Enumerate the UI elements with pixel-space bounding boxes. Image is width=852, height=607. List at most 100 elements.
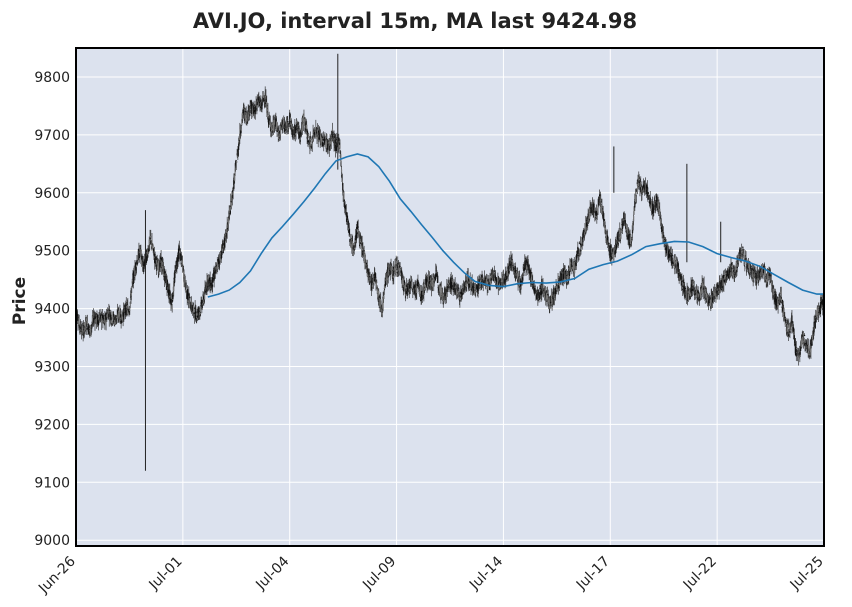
candle-body: [800, 346, 802, 351]
candle-body: [577, 246, 579, 249]
candle-body: [686, 291, 689, 301]
candle-body: [796, 347, 798, 350]
candle-body: [179, 253, 182, 261]
candle-body: [431, 285, 433, 290]
candle-body: [518, 276, 520, 283]
candle-body: [675, 260, 677, 265]
candle-body: [130, 292, 133, 296]
candle-body: [456, 290, 458, 295]
candle-body: [229, 207, 231, 211]
candle-body: [446, 285, 448, 292]
candle-body: [153, 253, 155, 257]
candle-body: [187, 300, 189, 302]
candle-body: [397, 267, 399, 272]
candle-body: [593, 209, 596, 211]
candle-body: [608, 248, 610, 252]
candle-body: [750, 266, 753, 268]
candle-body: [211, 277, 213, 289]
candle-body: [523, 264, 526, 271]
candle-body: [188, 292, 190, 296]
candle-body: [644, 185, 646, 190]
candle-body: [814, 320, 816, 322]
candle-body: [141, 264, 144, 267]
candle-body: [455, 285, 457, 289]
candle-body: [112, 313, 115, 317]
candle-body: [601, 204, 603, 207]
candle-body: [115, 320, 117, 322]
candle-body: [356, 229, 358, 231]
candle-body: [613, 249, 615, 253]
candle-body: [262, 94, 264, 100]
candle-body: [804, 343, 806, 345]
candle-body: [492, 271, 494, 279]
candle-body: [602, 208, 604, 210]
candle-body: [689, 291, 691, 293]
candle-body: [153, 257, 155, 260]
candle-body: [335, 139, 337, 151]
candle-body: [222, 252, 224, 254]
candle-body: [147, 249, 149, 254]
candle-body: [813, 329, 815, 335]
candle-body: [738, 255, 740, 258]
candle-body: [313, 130, 315, 133]
candle-body: [475, 290, 477, 293]
candle-body: [149, 238, 152, 240]
candle-body: [185, 282, 187, 289]
candle-body: [409, 284, 411, 290]
candle-body: [306, 130, 309, 139]
candle-body: [259, 101, 261, 106]
candle-body: [173, 277, 176, 284]
candle-body: [570, 261, 572, 265]
candle-body: [138, 254, 140, 259]
candle-body: [127, 308, 129, 310]
candle-body: [223, 245, 225, 248]
candle-body: [157, 262, 159, 269]
candle-body: [564, 271, 567, 273]
candle-body: [152, 248, 155, 252]
candle-body: [604, 227, 607, 230]
candle-body: [257, 97, 259, 101]
candle-body: [494, 277, 496, 282]
candle-body: [271, 123, 273, 130]
candle-body: [91, 324, 93, 327]
candle-body: [602, 213, 605, 221]
candle-body: [114, 320, 117, 325]
candle-body: [475, 286, 478, 289]
candle-body: [180, 263, 182, 266]
candle-body: [474, 284, 476, 295]
candle-body: [390, 264, 392, 271]
candle-body: [279, 131, 281, 134]
candle-body: [629, 242, 631, 245]
candle-body: [114, 319, 116, 325]
candle-body: [341, 180, 343, 182]
candle-body: [91, 321, 93, 324]
candle-body: [112, 320, 114, 324]
candle-body: [338, 143, 340, 148]
candle-body: [238, 139, 241, 141]
candle-body: [409, 281, 412, 289]
candle-body: [566, 274, 568, 276]
candle-body: [543, 291, 545, 296]
candle-body: [364, 257, 366, 265]
candle-body: [727, 268, 729, 271]
candle-body: [243, 108, 245, 110]
candle-body: [399, 266, 401, 268]
candle-body: [627, 233, 629, 239]
candle-body: [597, 205, 599, 212]
candle-body: [412, 288, 415, 293]
y-tick-label: 9100: [34, 475, 70, 491]
candle-body: [803, 338, 805, 343]
candle-body: [811, 343, 813, 345]
candle-body: [301, 120, 303, 131]
candle-body: [176, 258, 178, 267]
candle-body: [564, 271, 566, 279]
candle-body: [458, 287, 460, 290]
candle-body: [580, 250, 582, 252]
candle-body: [619, 240, 621, 242]
candle-body: [529, 270, 531, 281]
candle-body: [341, 174, 343, 179]
x-tick-label: Jul-25: [787, 554, 827, 594]
candle-body: [85, 328, 87, 331]
y-tick-label: 9400: [34, 302, 70, 318]
candle-body: [624, 220, 626, 224]
